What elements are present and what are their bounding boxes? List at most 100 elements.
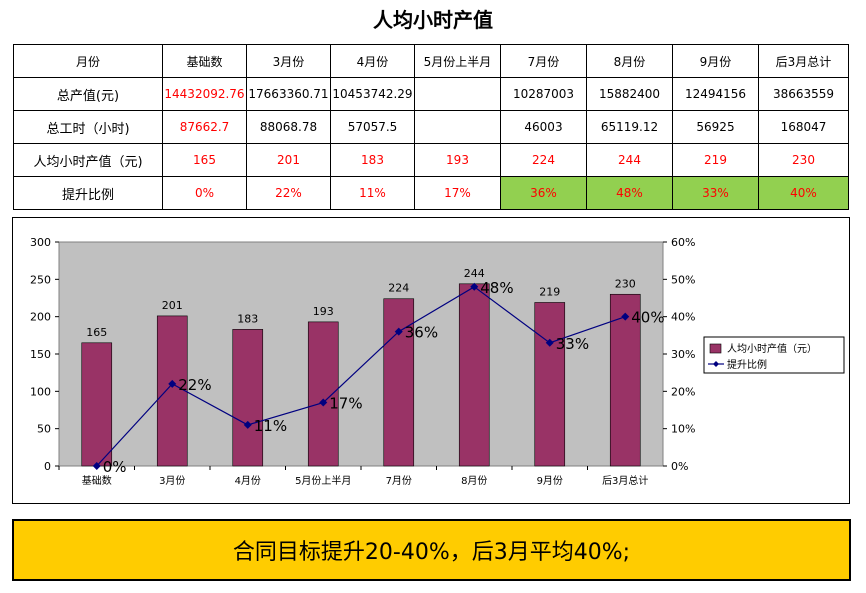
line-marker [319, 398, 328, 407]
chart-svg: 0 50 100 150 200 250 300 0% 10% 20% 30% 40% 50% 60% 16… [30, 236, 845, 487]
bar [534, 302, 566, 467]
table-cell: 11% [330, 176, 415, 210]
table-row: 人均小时产值（元) 165 201 183 193 224 244 219 230 [13, 143, 849, 177]
table-cell: 193 [414, 143, 501, 177]
table-cell: 14432092.76 [162, 77, 247, 111]
table-cell: 87662.7 [162, 110, 247, 144]
table-header-row: 月份 基础数 3月份 4月份 5月份上半月 7月份 8月份 9月份 后3月总计 [13, 44, 849, 78]
line-value-label: 36% [405, 324, 438, 342]
line-value-label: 11% [254, 417, 287, 435]
y2-tick-label: 0% [671, 460, 688, 473]
header-cell: 4月份 [330, 44, 415, 78]
y-tick-label: 150 [30, 348, 51, 361]
y2-tick-label: 50% [671, 273, 695, 286]
x-tick-label: 后3月总计 [602, 474, 648, 487]
table-cell: 46003 [500, 110, 587, 144]
bar-value-label: 183 [237, 312, 258, 325]
y-tick-label: 100 [30, 385, 51, 398]
y-tick-label: 0 [44, 460, 51, 473]
legend-label-bar: 人均小时产值（元） [727, 342, 817, 355]
table-cell: 224 [500, 143, 587, 177]
table-cell: 33% [672, 176, 759, 210]
bar [383, 298, 415, 467]
bar [609, 293, 641, 467]
x-tick-label: 5月份上半月 [295, 474, 351, 487]
bar [81, 342, 113, 467]
table-cell: 0% [162, 176, 247, 210]
y-tick-label: 300 [30, 236, 51, 249]
y2-tick-label: 40% [671, 311, 695, 324]
line-marker [243, 420, 252, 429]
legend-marker-line [713, 361, 719, 367]
x-tick-label: 4月份 [235, 475, 261, 487]
legend-label-line: 提升比例 [727, 358, 767, 371]
table-cell: 219 [672, 143, 759, 177]
combo-chart: 0 50 100 150 200 250 300 0% 10% 20% 30% 40% 50% 60% 16… [12, 217, 850, 504]
table-cell [414, 77, 501, 111]
bar-value-label: 193 [313, 305, 334, 318]
bar-value-label: 219 [539, 285, 560, 298]
table-cell: 17663360.71 [246, 77, 331, 111]
data-table: 月份 基础数 3月份 4月份 5月份上半月 7月份 8月份 9月份 后3月总计 总产值(元) 144… [13, 44, 849, 210]
bar-value-label: 224 [388, 282, 409, 295]
table-row: 总工时（小时) 87662.7 88068.78 57057.5 46003 65119.… [13, 110, 849, 144]
y-tick-label: 50 [37, 423, 51, 436]
table-cell: 168047 [758, 110, 849, 144]
row-label: 总产值(元) [13, 77, 163, 111]
table-cell: 57057.5 [330, 110, 415, 144]
header-cell-month: 月份 [13, 44, 163, 78]
legend-box [703, 336, 845, 374]
row-label: 提升比例 [13, 176, 163, 210]
y-tick-label: 250 [30, 273, 51, 286]
table-cell: 244 [586, 143, 673, 177]
table-cell: 183 [330, 143, 415, 177]
bar [232, 329, 264, 467]
line-value-label: 0% [103, 458, 127, 476]
table-row: 总产值(元) 14432092.76 17663360.71 10453742.29 1… [13, 77, 849, 111]
table-cell: 65119.12 [586, 110, 673, 144]
y2-tick-label: 20% [671, 385, 695, 398]
bar-value-label: 165 [86, 326, 107, 339]
table-cell: 165 [162, 143, 247, 177]
header-cell: 基础数 [162, 44, 247, 78]
table-cell: 201 [246, 143, 331, 177]
bar [156, 315, 188, 467]
line-marker [621, 312, 630, 321]
table-cell: 40% [758, 176, 849, 210]
bar-value-label: 201 [162, 299, 183, 312]
bar-value-label: 230 [615, 277, 636, 290]
table-cell: 56925 [672, 110, 759, 144]
footer-text: 合同目标提升20-40%，后3月平均40%; [232, 540, 631, 565]
line-series [96, 286, 626, 467]
y2-tick-label: 10% [671, 423, 695, 436]
row-label: 总工时（小时) [13, 110, 163, 144]
table-cell: 10453742.29 [330, 77, 415, 111]
table-cell: 88068.78 [246, 110, 331, 144]
x-tick-label: 8月份 [461, 475, 487, 487]
header-cell: 7月份 [500, 44, 587, 78]
y2-tick-label: 30% [671, 348, 695, 361]
table-cell: 17% [414, 176, 501, 210]
table-cell: 22% [246, 176, 331, 210]
header-cell: 3月份 [246, 44, 331, 78]
x-tick-label: 基础数 [82, 474, 112, 487]
plot-area [58, 241, 664, 467]
line-value-label: 48% [480, 279, 513, 297]
x-tick-label: 7月份 [386, 475, 412, 487]
header-cell: 后3月总计 [758, 44, 849, 78]
table-cell: 15882400 [586, 77, 673, 111]
header-cell: 8月份 [586, 44, 673, 78]
x-tick-label: 9月份 [537, 475, 563, 487]
table-cell: 230 [758, 143, 849, 177]
table-row: 提升比例 0% 22% 11% 17% 36% 48% 33% 40% [13, 176, 849, 210]
page-title: 人均小时产值 [373, 8, 493, 32]
line-value-label: 33% [556, 335, 589, 353]
table-cell: 48% [586, 176, 673, 210]
line-marker [168, 379, 177, 388]
footer-banner: 合同目标提升20-40%，后3月平均40%; [12, 519, 851, 581]
line-marker [470, 282, 479, 291]
bar [458, 283, 490, 467]
line-marker [92, 462, 101, 470]
y-tick-label: 200 [30, 311, 51, 324]
header-cell: 5月份上半月 [414, 44, 501, 78]
